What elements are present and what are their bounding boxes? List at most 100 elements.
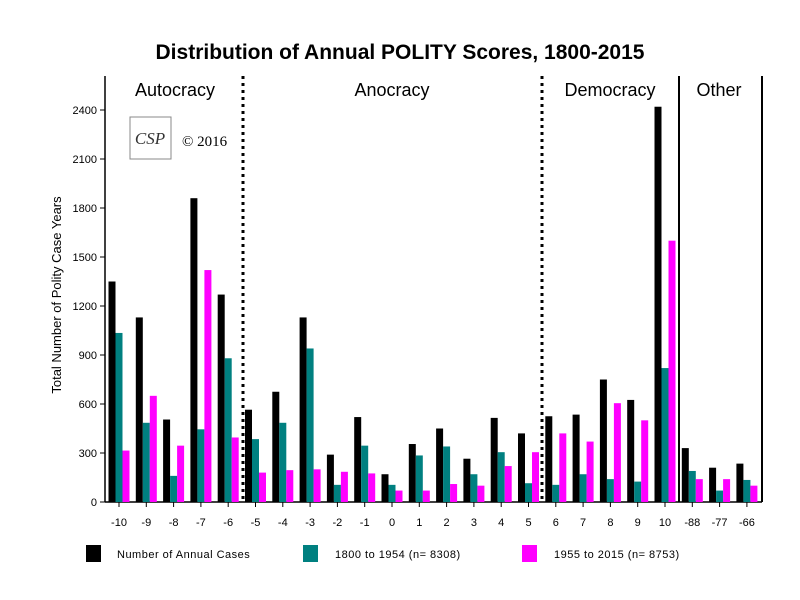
logo-frame xyxy=(129,116,172,160)
legend-swatch xyxy=(86,545,101,562)
bar xyxy=(477,485,485,502)
bar xyxy=(490,417,498,502)
x-tick-label: -6 xyxy=(223,517,233,529)
bar xyxy=(204,270,212,502)
bar xyxy=(252,439,259,502)
y-tick-label: 1800 xyxy=(73,203,97,215)
bar xyxy=(436,428,444,502)
y-tick-label: 0 xyxy=(91,497,97,509)
bar xyxy=(177,445,185,502)
x-tick-label: 0 xyxy=(389,517,395,529)
bar xyxy=(743,479,751,502)
bar xyxy=(750,485,758,502)
bar xyxy=(572,414,580,502)
x-tick-label: -8 xyxy=(169,517,179,529)
y-tick-label: 2100 xyxy=(73,154,97,166)
bar xyxy=(463,458,471,502)
bar xyxy=(299,317,307,502)
x-tick-label: -77 xyxy=(712,517,728,529)
bar xyxy=(736,463,744,502)
y-tick-label: 2400 xyxy=(73,105,97,117)
x-tick-label: -3 xyxy=(305,517,315,529)
bar xyxy=(408,444,416,502)
y-tick-label: 600 xyxy=(79,399,97,411)
legend-entry: 1800 to 1954 (n= 8308) xyxy=(335,549,461,561)
bar xyxy=(415,455,423,502)
x-tick-label: -88 xyxy=(684,517,700,529)
bar xyxy=(368,473,376,502)
bar xyxy=(606,479,614,502)
bar xyxy=(504,466,512,502)
region-label: Other xyxy=(696,80,741,100)
bar xyxy=(545,416,553,502)
x-tick-label: 6 xyxy=(553,517,559,529)
bar xyxy=(313,469,321,502)
region-label: Democracy xyxy=(564,80,655,100)
y-tick-label: 300 xyxy=(79,448,97,460)
bar xyxy=(681,448,689,502)
x-tick-label: 10 xyxy=(659,517,671,529)
bar xyxy=(613,403,621,502)
x-tick-label: -7 xyxy=(196,517,206,529)
bar xyxy=(525,483,532,502)
bar xyxy=(122,450,130,502)
legend-swatch xyxy=(522,545,537,562)
bar xyxy=(422,490,430,502)
bar xyxy=(381,474,389,502)
bar xyxy=(217,294,225,502)
x-tick-label: 7 xyxy=(580,517,586,529)
bar xyxy=(497,452,505,502)
x-tick-label: -2 xyxy=(333,517,343,529)
bar xyxy=(135,317,143,502)
x-tick-label: -5 xyxy=(251,517,261,529)
bar xyxy=(231,437,239,502)
bar xyxy=(627,399,635,502)
bar xyxy=(197,429,205,502)
bars xyxy=(108,106,758,502)
csp-logo: CSP xyxy=(129,116,172,160)
bar xyxy=(579,474,587,502)
bar xyxy=(716,490,724,502)
bar xyxy=(190,198,198,502)
bar xyxy=(709,467,717,502)
bar xyxy=(259,472,266,502)
x-tick-label: 3 xyxy=(471,517,477,529)
logo-lettering: CSP xyxy=(135,129,165,148)
axes: 0 300 600 900 1200 1500 1800 2100 2400 -10 -9 -8 -7 -… xyxy=(73,76,763,529)
bar xyxy=(443,446,451,502)
region-label: Autocracy xyxy=(135,80,215,100)
x-tick-label: -10 xyxy=(111,517,127,529)
bar xyxy=(108,281,116,502)
bar xyxy=(388,484,396,502)
bar xyxy=(286,470,294,502)
bar xyxy=(115,332,123,502)
y-tick-label: 1200 xyxy=(73,301,97,313)
bar xyxy=(142,422,150,502)
bar xyxy=(306,348,314,502)
bar xyxy=(661,368,669,502)
bar xyxy=(634,481,642,502)
region-dividers xyxy=(241,76,680,502)
bar xyxy=(654,106,662,502)
legend: Number of Annual Cases 1800 to 1954 (n= 8… xyxy=(86,545,679,562)
bar xyxy=(723,479,731,502)
bar xyxy=(518,433,525,502)
y-tick-label: 1500 xyxy=(73,252,97,264)
bar xyxy=(326,454,334,502)
y-axis-label: Total Number of Polity Case Years xyxy=(49,196,64,394)
x-tick-label: -66 xyxy=(739,517,755,529)
x-tick-label: -9 xyxy=(141,517,151,529)
bar xyxy=(695,479,703,502)
bar xyxy=(688,470,696,502)
x-tick-label: 8 xyxy=(607,517,613,529)
copyright-text: © 2016 xyxy=(182,134,228,150)
x-tick-label: -4 xyxy=(278,517,288,529)
bar xyxy=(559,433,567,502)
bar xyxy=(272,391,280,502)
bar xyxy=(245,409,252,502)
y-tick-label: 900 xyxy=(79,350,97,362)
bar xyxy=(470,474,478,502)
legend-swatch xyxy=(303,545,318,562)
bar xyxy=(170,475,178,502)
